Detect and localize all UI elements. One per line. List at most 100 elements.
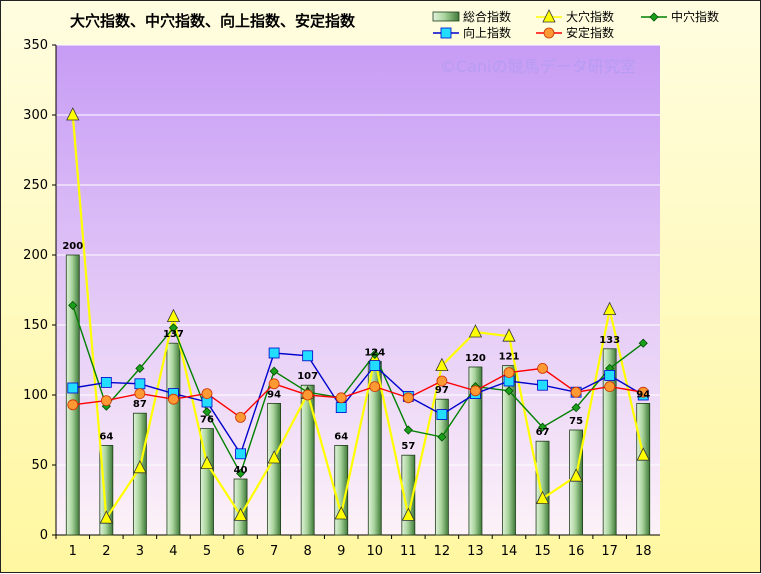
triangle-point	[66, 107, 80, 121]
x-tick-label: 2	[102, 544, 110, 559]
square-point	[235, 448, 246, 460]
circle-point	[637, 386, 649, 398]
circle-point	[168, 393, 179, 405]
y-tick-label: 150	[23, 318, 48, 333]
diamond-point	[403, 425, 413, 435]
bar	[166, 342, 181, 536]
y-tick-label: 200	[23, 248, 48, 263]
x-tick-label: 15	[534, 544, 551, 559]
legend-marker	[542, 9, 556, 23]
triangle-point	[502, 328, 516, 342]
bar-data-label: 94	[636, 389, 650, 400]
chart-title: 大穴指数、中穴指数、向上指数、安定指数	[70, 12, 356, 30]
watermark: ©Caniの競馬データ研究室	[440, 57, 636, 76]
legend-swatch-bar	[432, 11, 460, 22]
diamond-point	[68, 300, 78, 310]
circle-point	[503, 367, 515, 379]
data-labels: 200 64 87 137 76 40 94 107 64 124 57 97 120 121 67 75 13…	[62, 241, 650, 476]
square-point	[100, 376, 112, 388]
series-lines	[66, 107, 650, 524]
legend-label: 安定指数	[566, 25, 614, 40]
bar-data-label: 75	[569, 416, 583, 427]
diamond-point	[235, 468, 246, 478]
diamond-point	[437, 432, 447, 442]
x-tick-label: 6	[236, 544, 244, 559]
x-tick-label: 7	[270, 544, 278, 559]
diamond-point	[537, 422, 548, 432]
circle-point	[201, 388, 213, 400]
circle-point	[570, 386, 582, 398]
triangle-point	[334, 506, 348, 520]
circle-point	[268, 378, 280, 390]
legend-label: 総合指数	[463, 9, 511, 24]
triangle-point	[133, 459, 147, 474]
diamond-point	[168, 323, 179, 333]
triangle-point	[435, 357, 449, 372]
y-tick-label: 0	[40, 528, 48, 543]
bar-data-label: 121	[499, 352, 520, 363]
series-line-diamond	[72, 305, 644, 476]
circle-point	[402, 392, 414, 404]
y-tick-label: 250	[23, 178, 48, 193]
series-line-triangle	[71, 114, 645, 522]
y-tick-label: 300	[23, 108, 48, 123]
circle-point	[134, 388, 146, 400]
bar-data-label: 200	[62, 241, 83, 252]
x-tick-label: 8	[304, 544, 312, 559]
x-tick-label: 11	[400, 544, 417, 559]
circle-point	[604, 381, 616, 393]
square-point	[537, 379, 548, 391]
bar	[132, 412, 147, 536]
triangle-point	[200, 455, 214, 470]
bar-data-label: 64	[99, 431, 113, 442]
bar	[267, 402, 282, 536]
circle-point	[67, 399, 79, 411]
x-tick-label: 10	[367, 544, 384, 559]
bar	[569, 429, 584, 536]
bar-data-label: 124	[364, 347, 385, 358]
bar-data-label: 94	[267, 389, 281, 400]
y-tick-label: 50	[31, 458, 48, 473]
legend-marker	[649, 12, 659, 22]
x-tick-label: 1	[69, 544, 77, 559]
x-tick-label: 14	[501, 544, 518, 559]
bar-data-label: 40	[234, 465, 248, 476]
bar-data-label: 67	[536, 427, 550, 438]
y-tick-label: 100	[23, 388, 48, 403]
diamond-point	[571, 403, 581, 413]
bar-data-label: 133	[599, 335, 620, 346]
bar-data-label: 76	[200, 415, 214, 426]
square-point	[67, 382, 79, 394]
triangle-point	[636, 447, 650, 461]
x-tick-label: 4	[169, 544, 177, 559]
x-tick-label: 5	[203, 544, 211, 559]
x-tick-label: 12	[434, 544, 451, 559]
legend-label: 向上指数	[463, 25, 511, 40]
square-point	[302, 350, 314, 362]
diamond-point	[269, 366, 279, 376]
x-tick-label: 16	[568, 544, 585, 559]
x-tick-label: 13	[467, 544, 484, 559]
bar	[468, 366, 483, 536]
bar-data-label: 57	[401, 441, 415, 452]
plot-area	[56, 45, 660, 535]
series-line-square	[72, 352, 644, 456]
square-point	[604, 369, 616, 381]
square-point	[134, 378, 146, 390]
triangle-point	[468, 324, 483, 338]
x-tick-label: 3	[136, 544, 144, 559]
diamond-point	[135, 363, 145, 373]
bar-data-label: 120	[465, 353, 486, 364]
square-point	[268, 347, 280, 359]
circle-point	[302, 389, 314, 401]
legend-marker	[440, 27, 452, 39]
bar-data-label: 137	[163, 329, 184, 340]
triangle-point	[569, 468, 583, 482]
series-line-circle	[72, 367, 644, 419]
circle-point	[436, 375, 448, 387]
diamond-point	[638, 338, 648, 348]
bar	[300, 384, 315, 536]
circle-point	[235, 411, 246, 423]
